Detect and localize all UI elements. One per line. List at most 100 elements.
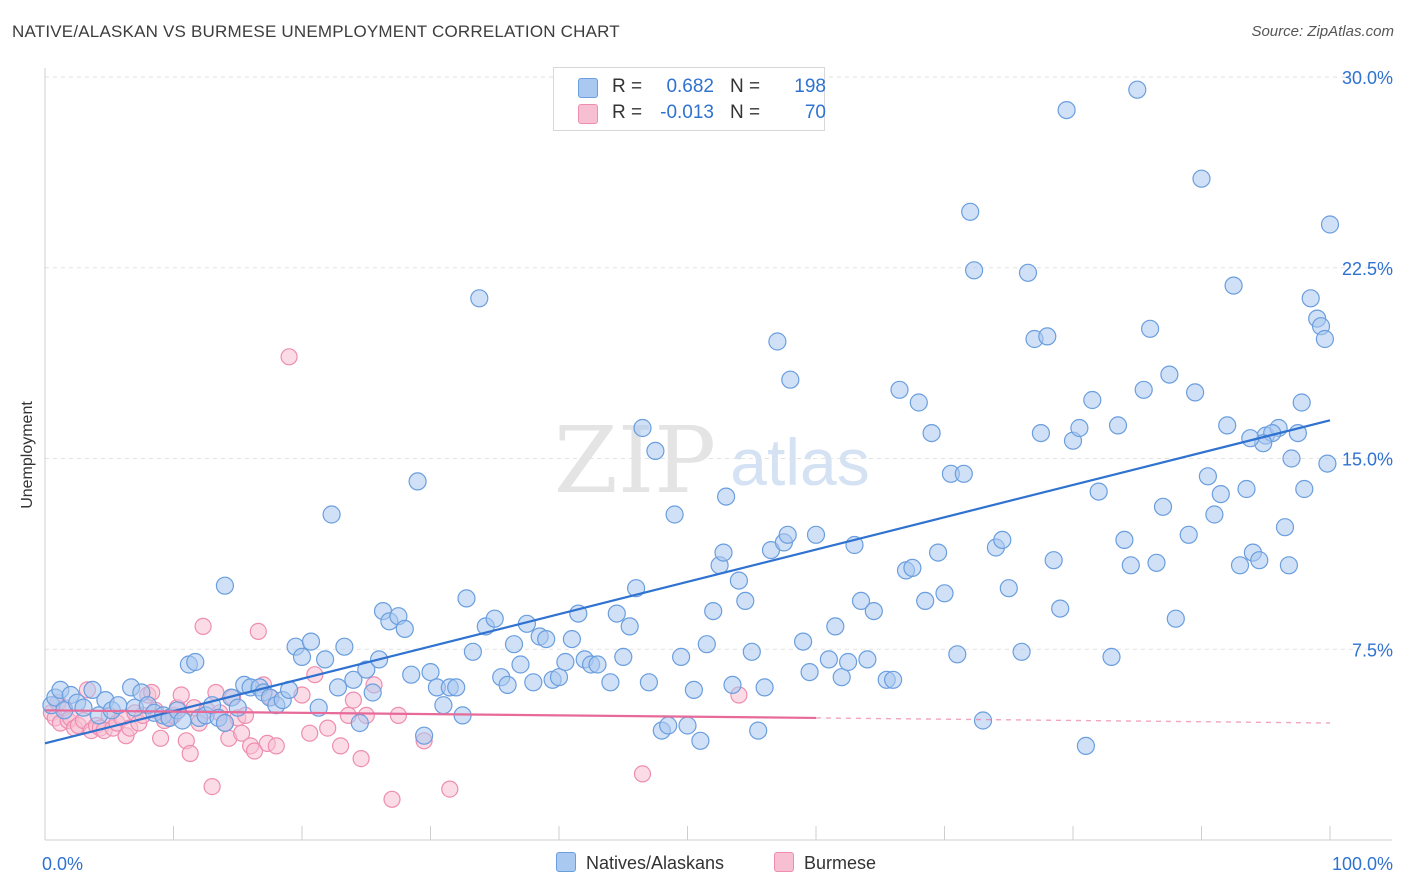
burmese-point <box>172 686 190 704</box>
natives-point <box>1018 263 1038 282</box>
natives-point <box>1153 497 1173 516</box>
natives-point <box>1275 518 1295 537</box>
natives-point <box>723 675 742 695</box>
natives-point <box>498 675 517 695</box>
natives-point <box>1315 329 1335 349</box>
r-label: R = <box>612 76 643 97</box>
burmese-point <box>383 790 401 808</box>
natives-point <box>447 678 466 697</box>
natives-point <box>328 678 348 697</box>
natives-point <box>1147 553 1166 572</box>
natives-point <box>1012 642 1031 661</box>
natives-point <box>1083 390 1102 410</box>
natives-point <box>1211 485 1230 504</box>
natives-point <box>832 668 851 687</box>
natives-point <box>344 670 363 689</box>
natives-point <box>524 673 543 692</box>
natives-point <box>1205 505 1224 524</box>
natives-point <box>415 726 434 745</box>
natives-point <box>864 601 883 621</box>
natives-point <box>601 673 620 692</box>
burmese-point <box>245 742 264 760</box>
natives-point <box>684 680 704 700</box>
natives-point <box>1160 365 1179 384</box>
natives-point <box>215 713 234 733</box>
natives-point <box>1166 609 1185 628</box>
natives-point <box>961 202 980 221</box>
natives-point <box>1038 327 1057 346</box>
natives-point <box>83 680 102 700</box>
burmese-point <box>352 749 370 768</box>
natives-point <box>646 441 665 460</box>
burmese-point <box>344 691 362 709</box>
natives-point <box>928 543 948 562</box>
legend-item-natives[interactable]: Natives/Alaskans <box>556 852 724 874</box>
y-tick-label: 30.0% <box>1342 68 1393 88</box>
natives-trend-line <box>44 419 1331 745</box>
r-value: 0.682 <box>666 76 714 97</box>
natives-point <box>1076 736 1096 756</box>
natives-point <box>916 591 935 611</box>
burmese-point <box>249 622 267 641</box>
natives-point <box>781 370 800 389</box>
natives-point <box>562 629 582 649</box>
burmese-trend-line <box>44 709 817 720</box>
natives-point <box>1198 467 1218 486</box>
natives-point <box>800 662 819 682</box>
burmese-point <box>633 765 652 783</box>
natives-point <box>363 683 382 702</box>
natives-point <box>742 642 761 661</box>
natives-point <box>736 591 755 611</box>
legend-item-burmese[interactable]: Burmese <box>774 852 876 874</box>
natives-point <box>838 652 858 672</box>
natives-point <box>1320 215 1340 234</box>
natives-point <box>883 670 903 689</box>
n-label: N = <box>730 102 761 123</box>
natives-point <box>935 584 954 603</box>
burmese-point <box>181 744 199 763</box>
burmese-point <box>301 724 319 742</box>
natives-point <box>716 487 736 506</box>
natives-point <box>1089 482 1108 501</box>
natives-point <box>537 629 556 649</box>
correlation-stats-box: R = 0.682 N = 198 R = -0.013 N = 70 <box>553 67 826 131</box>
burmese-point <box>389 706 407 725</box>
natives-point <box>588 655 607 674</box>
natives-point <box>316 650 335 669</box>
natives-point <box>858 650 877 669</box>
natives-point <box>301 632 321 651</box>
r-label: R = <box>612 102 643 123</box>
burmese-point <box>267 737 285 755</box>
natives-point <box>1121 556 1140 575</box>
natives-point <box>729 571 749 590</box>
natives-point <box>1128 80 1147 99</box>
natives-point <box>671 647 691 667</box>
natives-point <box>793 632 813 651</box>
natives-point <box>778 525 797 544</box>
n-value: 198 <box>794 76 826 97</box>
natives-point <box>485 609 504 628</box>
axes <box>44 68 1392 841</box>
natives-point <box>909 393 928 412</box>
natives-point <box>173 711 192 730</box>
natives-point <box>1250 551 1269 570</box>
natives-point <box>749 721 768 740</box>
natives-point <box>626 579 646 598</box>
natives-point <box>704 601 723 621</box>
natives-point <box>421 662 440 682</box>
natives-point <box>851 591 871 611</box>
natives-point <box>357 660 376 679</box>
natives-point <box>470 289 489 308</box>
natives-point <box>350 713 369 733</box>
natives-point <box>1031 424 1051 443</box>
natives-point <box>954 464 973 483</box>
natives-point <box>1292 393 1311 412</box>
natives-point <box>1057 100 1076 120</box>
natives-point <box>665 505 684 524</box>
burmese-point <box>441 780 459 798</box>
watermark: ZIP atlas <box>554 407 870 514</box>
natives-point <box>511 655 530 674</box>
natives-point <box>964 261 984 280</box>
natives-point <box>691 731 710 750</box>
natives-point <box>614 647 633 667</box>
